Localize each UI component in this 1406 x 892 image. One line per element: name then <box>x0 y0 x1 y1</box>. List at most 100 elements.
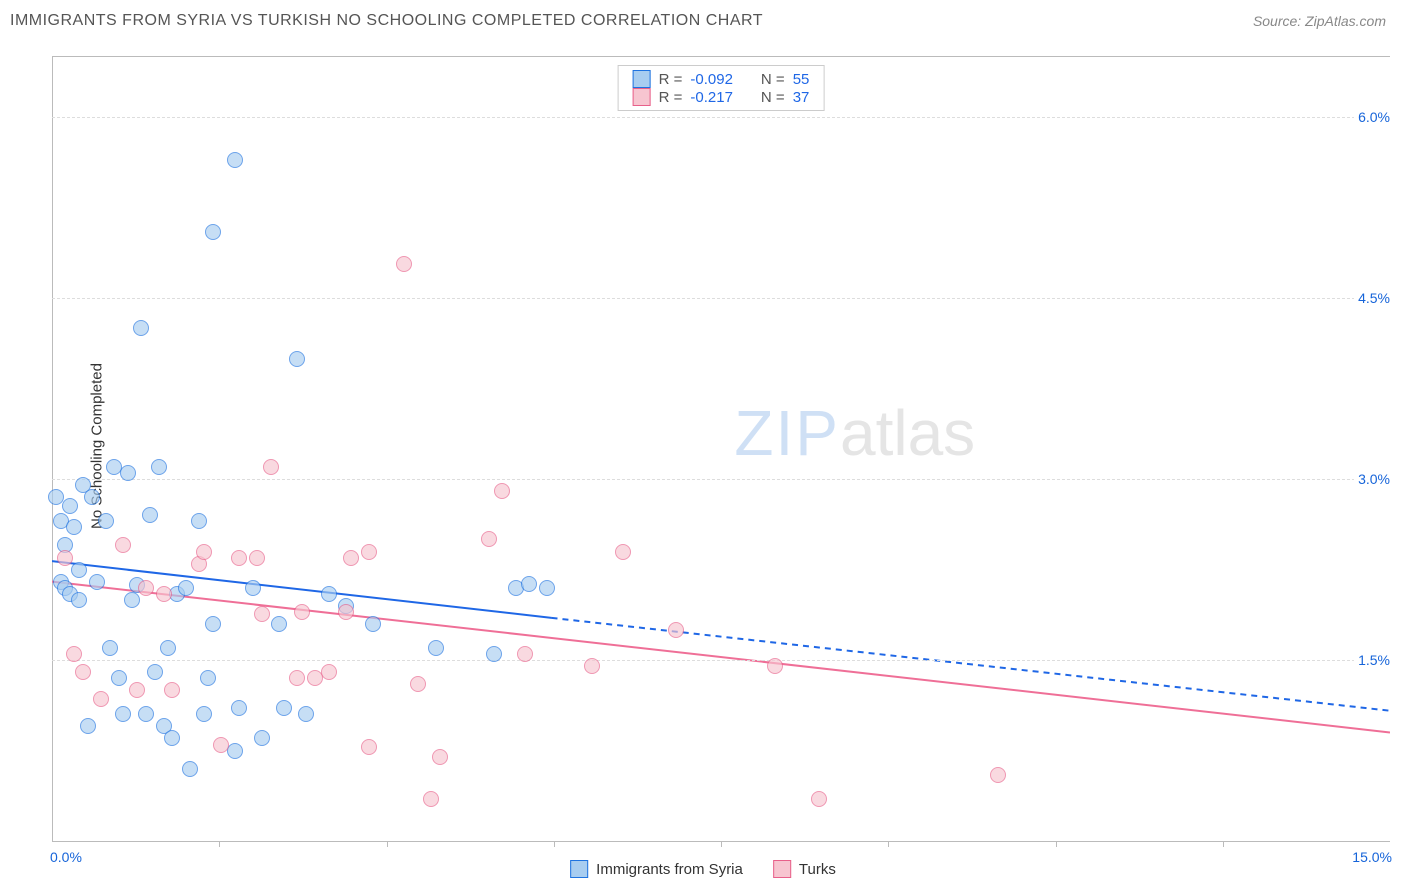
x-tick-mark <box>721 841 722 847</box>
y-tick-label: 3.0% <box>1354 471 1394 487</box>
data-point <box>205 224 221 240</box>
data-point <box>494 483 510 499</box>
data-point <box>93 691 109 707</box>
stat-r-value: -0.092 <box>690 71 733 88</box>
data-point <box>205 616 221 632</box>
data-point <box>115 706 131 722</box>
data-point <box>129 682 145 698</box>
data-point <box>84 489 100 505</box>
data-point <box>486 646 502 662</box>
stat-n-value: 37 <box>793 89 810 106</box>
data-point <box>584 658 600 674</box>
legend-swatch <box>633 70 651 88</box>
stat-n-label: N = <box>761 89 785 106</box>
data-point <box>227 152 243 168</box>
data-point <box>231 700 247 716</box>
data-point <box>124 592 140 608</box>
data-point <box>539 580 555 596</box>
data-point <box>182 761 198 777</box>
data-point <box>200 670 216 686</box>
gridline-h <box>52 660 1390 661</box>
data-point <box>71 562 87 578</box>
x-tick-mark <box>888 841 889 847</box>
data-point <box>423 791 439 807</box>
data-point <box>668 622 684 638</box>
stats-row: R = -0.217 N = 37 <box>633 88 810 106</box>
data-point <box>321 664 337 680</box>
legend: Immigrants from Syria Turks <box>570 860 836 878</box>
data-point <box>338 604 354 620</box>
stats-box: R = -0.092 N = 55R = -0.217 N = 37 <box>618 65 825 111</box>
data-point <box>361 739 377 755</box>
data-point <box>62 498 78 514</box>
legend-item: Immigrants from Syria <box>570 860 743 878</box>
data-point <box>138 580 154 596</box>
data-point <box>231 550 247 566</box>
data-point <box>990 767 1006 783</box>
regression-lines <box>52 57 1390 841</box>
data-point <box>147 664 163 680</box>
data-point <box>138 706 154 722</box>
stats-row: R =-0.092N =55 <box>633 70 810 88</box>
data-point <box>410 676 426 692</box>
data-point <box>365 616 381 632</box>
data-point <box>294 604 310 620</box>
data-point <box>213 737 229 753</box>
data-point <box>298 706 314 722</box>
watermark: ZIPatlas <box>734 396 975 470</box>
legend-label: Turks <box>799 861 836 878</box>
stat-n-value: 55 <box>793 71 810 88</box>
data-point <box>517 646 533 662</box>
x-tick-mark <box>554 841 555 847</box>
stat-n-label: N = <box>761 71 785 88</box>
data-point <box>289 670 305 686</box>
legend-swatch <box>773 860 791 878</box>
data-point <box>142 507 158 523</box>
data-point <box>66 646 82 662</box>
data-point <box>196 544 212 560</box>
data-point <box>164 682 180 698</box>
data-point <box>428 640 444 656</box>
data-point <box>767 658 783 674</box>
data-point <box>432 749 448 765</box>
data-point <box>481 531 497 547</box>
y-tick-label: 4.5% <box>1354 290 1394 306</box>
data-point <box>249 550 265 566</box>
data-point <box>811 791 827 807</box>
data-point <box>254 606 270 622</box>
data-point <box>75 664 91 680</box>
x-tick-mark <box>1223 841 1224 847</box>
data-point <box>245 580 261 596</box>
data-point <box>80 718 96 734</box>
x-tick-label: 0.0% <box>50 849 82 865</box>
x-tick-mark <box>1056 841 1057 847</box>
data-point <box>102 640 118 656</box>
data-point <box>521 576 537 592</box>
stat-r-value: -0.217 <box>690 89 733 106</box>
stat-r-label: R = <box>659 89 683 106</box>
data-point <box>343 550 359 566</box>
data-point <box>98 513 114 529</box>
data-point <box>66 519 82 535</box>
chart-title: IMMIGRANTS FROM SYRIA VS TURKISH NO SCHO… <box>10 12 763 30</box>
data-point <box>71 592 87 608</box>
data-point <box>156 586 172 602</box>
data-point <box>254 730 270 746</box>
data-point <box>615 544 631 560</box>
legend-label: Immigrants from Syria <box>596 861 743 878</box>
data-point <box>321 586 337 602</box>
data-point <box>151 459 167 475</box>
data-point <box>164 730 180 746</box>
data-point <box>120 465 136 481</box>
gridline-h <box>52 298 1390 299</box>
data-point <box>111 670 127 686</box>
data-point <box>276 700 292 716</box>
plot-area: ZIPatlas R =-0.092N =55R =-0.217N =37 1.… <box>52 56 1390 842</box>
data-point <box>271 616 287 632</box>
data-point <box>160 640 176 656</box>
gridline-h <box>52 479 1390 480</box>
source-label: Source: ZipAtlas.com <box>1253 13 1386 29</box>
gridline-h <box>52 117 1390 118</box>
x-tick-mark <box>219 841 220 847</box>
y-tick-label: 1.5% <box>1354 652 1394 668</box>
